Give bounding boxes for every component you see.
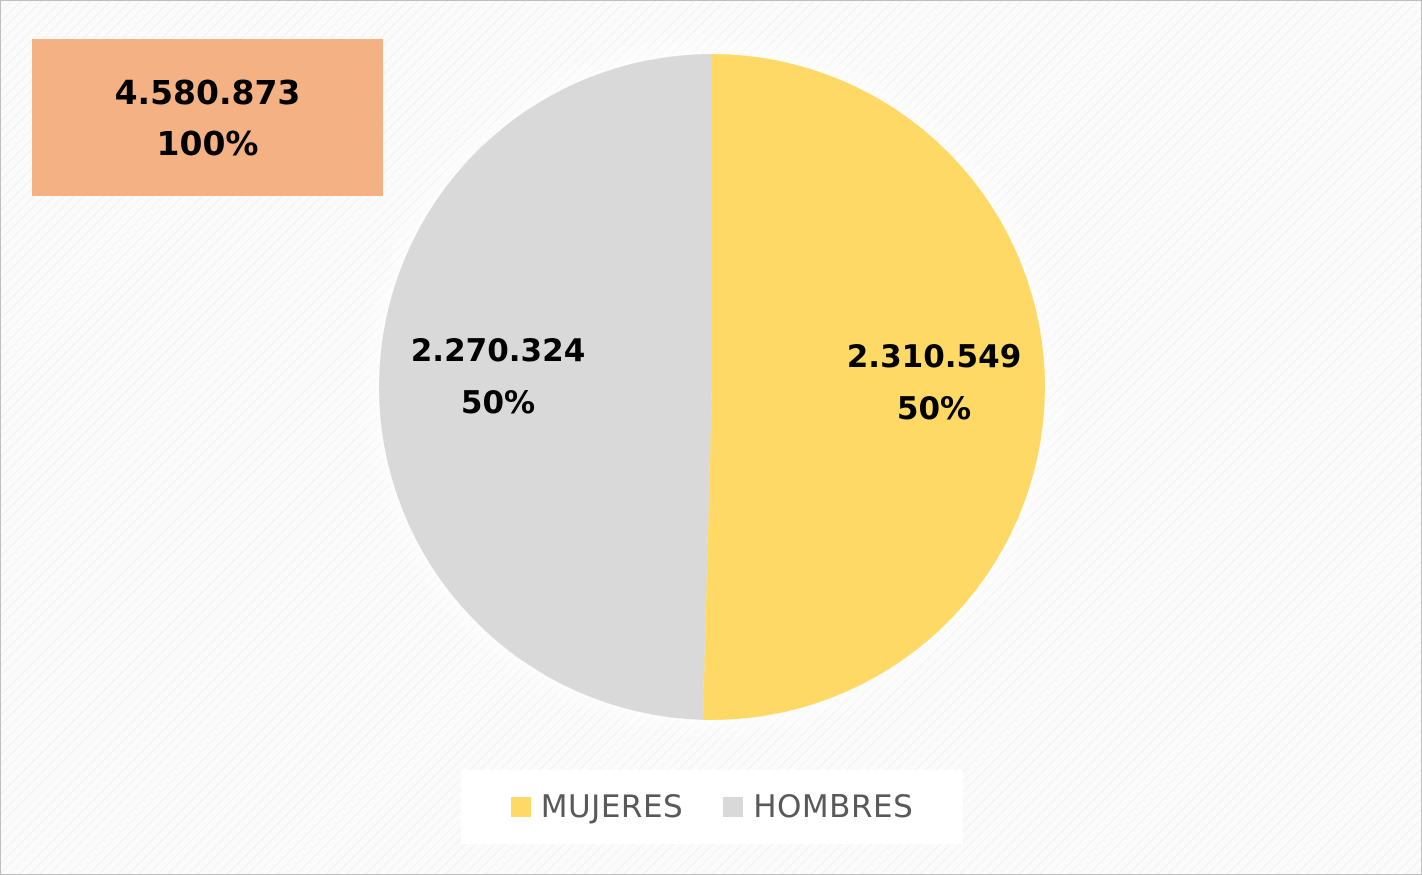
slice-value-label-hombres: 2.270.324	[411, 333, 586, 369]
total-box: 4.580.873 100%	[32, 39, 383, 196]
total-value: 4.580.873	[114, 72, 301, 112]
legend-item-mujeres: MUJERES	[510, 789, 684, 825]
pie-slice-mujeres	[702, 54, 1045, 720]
legend-swatch-mujeres	[510, 797, 531, 817]
legend-swatch-hombres	[723, 797, 744, 817]
slice-percent-label-hombres: 50%	[461, 385, 535, 421]
legend-item-hombres: HOMBRES	[723, 789, 913, 825]
total-percent: 100%	[156, 123, 259, 163]
legend-label-mujeres: MUJERES	[540, 789, 684, 825]
legend: MUJERES HOMBRES	[461, 770, 963, 844]
pie-slice-hombres	[378, 54, 712, 720]
legend-label-hombres: HOMBRES	[753, 789, 914, 825]
slice-percent-label-mujeres: 50%	[897, 391, 971, 427]
slice-value-label-mujeres: 2.310.549	[847, 339, 1022, 375]
